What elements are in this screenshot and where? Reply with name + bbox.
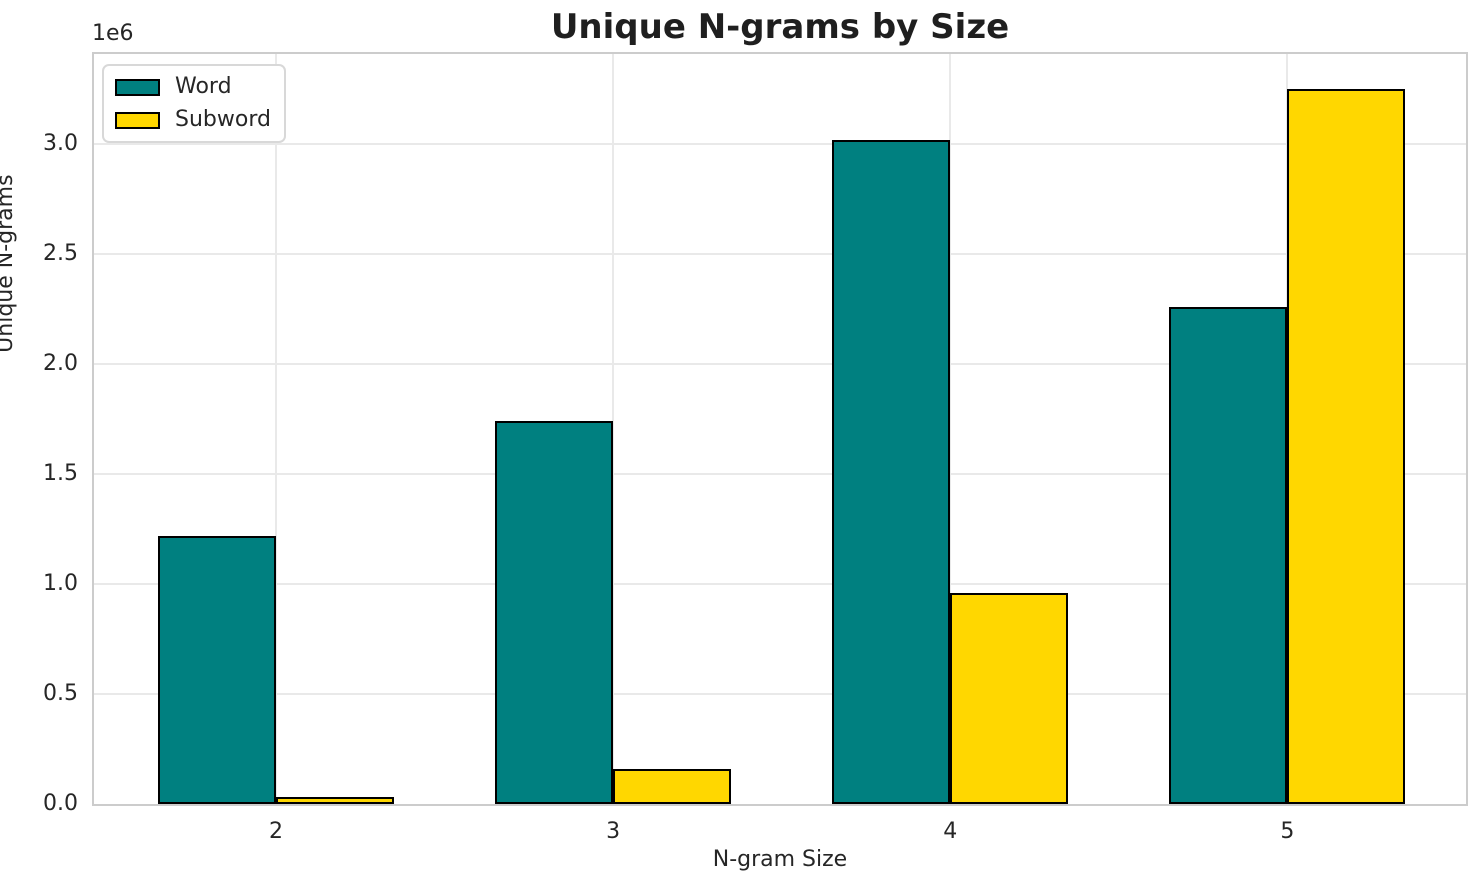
legend-item-subword: Subword bbox=[115, 107, 271, 133]
legend: Word Subword bbox=[102, 64, 286, 143]
y-axis-offset-label: 1e6 bbox=[92, 21, 134, 46]
chart-title: Unique N-grams by Size bbox=[550, 7, 1010, 47]
v-gridline-2 bbox=[275, 54, 278, 804]
x-axis-label: N-gram Size bbox=[712, 847, 848, 872]
legend-item-word: Word bbox=[115, 74, 271, 100]
h-gridline-2.0 bbox=[94, 363, 1466, 366]
h-gridline-0.5 bbox=[94, 693, 1466, 696]
y-tick-label: 2.0 bbox=[43, 351, 78, 377]
legend-swatch-word bbox=[115, 78, 160, 96]
h-gridline-3.0 bbox=[94, 143, 1466, 146]
y-tick-label: 0.5 bbox=[43, 681, 78, 707]
v-gridline-4 bbox=[949, 54, 952, 804]
x-tick-label: 3 bbox=[606, 819, 621, 844]
plot-area: Word Subword bbox=[92, 52, 1468, 806]
h-gridline-2.5 bbox=[94, 253, 1466, 256]
bar-subword-ngram4 bbox=[950, 592, 1069, 804]
bar-subword-ngram3 bbox=[613, 768, 732, 804]
y-tick-label: 1.5 bbox=[43, 461, 78, 487]
y-tick-label: 2.5 bbox=[43, 241, 78, 267]
bar-word-ngram5 bbox=[1169, 306, 1288, 804]
legend-label-subword: Subword bbox=[175, 107, 271, 132]
h-gridline-1.0 bbox=[94, 583, 1466, 586]
v-gridline-3 bbox=[612, 54, 615, 804]
bar-word-ngram4 bbox=[832, 139, 951, 804]
x-tick-label: 4 bbox=[943, 819, 958, 844]
bar-word-ngram2 bbox=[158, 535, 277, 804]
bar-subword-ngram2 bbox=[276, 797, 395, 804]
x-tick-label: 2 bbox=[269, 819, 284, 844]
x-tick-label: 5 bbox=[1280, 819, 1295, 844]
legend-label-word: Word bbox=[175, 74, 232, 99]
y-tick-label: 0.0 bbox=[43, 791, 78, 816]
bar-subword-ngram5 bbox=[1287, 89, 1406, 804]
bar-word-ngram3 bbox=[495, 421, 614, 804]
h-gridline-1.5 bbox=[94, 473, 1466, 476]
y-tick-label: 1.0 bbox=[43, 571, 78, 597]
legend-swatch-subword bbox=[115, 111, 160, 129]
y-tick-label: 3.0 bbox=[43, 131, 78, 157]
